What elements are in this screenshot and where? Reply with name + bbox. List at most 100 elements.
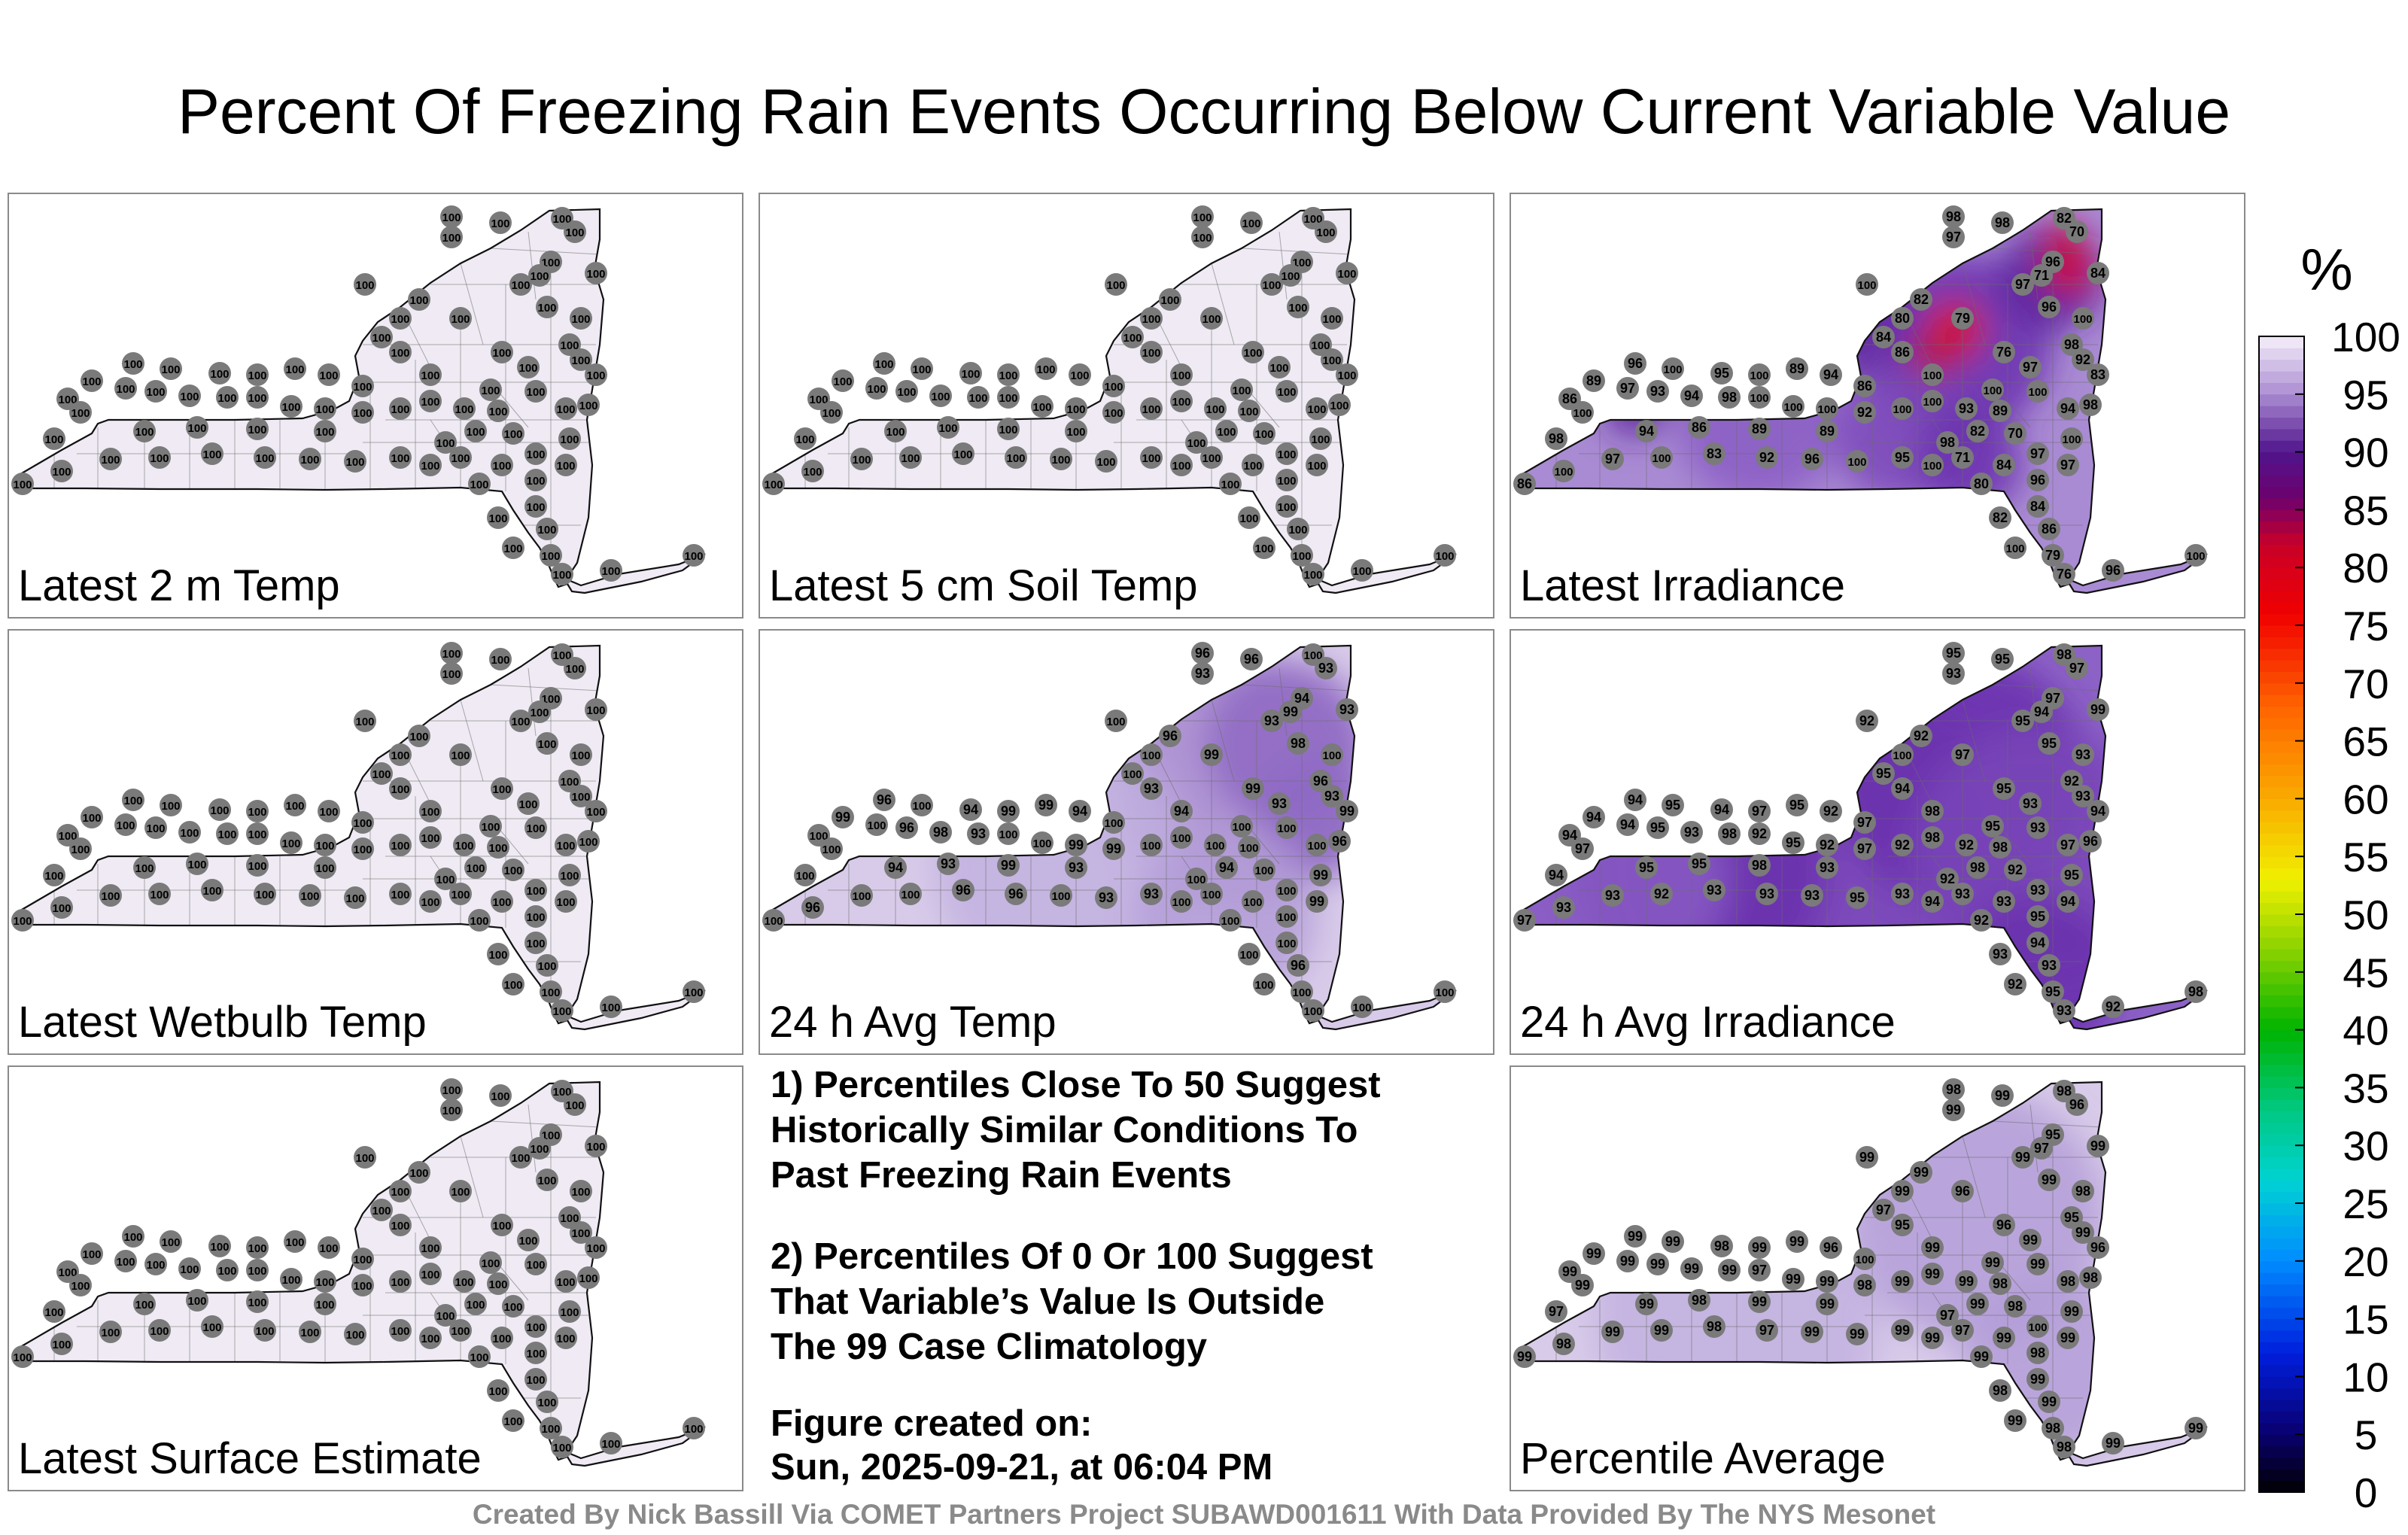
colorbar-band: [2259, 775, 2304, 788]
station-value: 100: [560, 1306, 579, 1319]
station-marker: [464, 420, 487, 442]
station-value: 100: [852, 890, 871, 903]
station-marker: [1650, 883, 1673, 905]
station-value: 71: [1955, 450, 1970, 465]
station-value: 100: [912, 800, 931, 813]
station-value: 98: [2030, 1345, 2045, 1360]
station-value: 100: [355, 279, 374, 292]
station-marker: [865, 377, 888, 400]
created-date: Sun, 2025-09-21, at 06:04 PM: [771, 1447, 1273, 1488]
station-marker: [389, 743, 412, 766]
station-value: 100: [421, 396, 439, 409]
station-value: 100: [492, 1220, 511, 1233]
station-marker: [1688, 416, 1710, 439]
station-marker: [99, 448, 122, 470]
station-marker: [555, 397, 577, 420]
station-value: 100: [579, 400, 597, 412]
colorbar-band: [2259, 1053, 2304, 1065]
panel-label: Latest Irradiance: [1520, 561, 1846, 610]
station-marker: [1710, 798, 1733, 821]
station-marker: [1853, 375, 1876, 397]
station-marker: [2087, 363, 2109, 386]
station-marker: [558, 427, 581, 450]
station-value: 100: [503, 1301, 522, 1314]
station-marker: [1680, 385, 1703, 407]
station-value: 94: [2060, 894, 2075, 909]
station-value: 98: [1993, 1383, 2008, 1398]
colorbar-band: [2259, 1180, 2304, 1193]
colorbar-band: [2259, 1434, 2304, 1447]
station-value: 100: [488, 406, 507, 418]
colorbar-band: [2259, 960, 2304, 973]
station-marker: [468, 1345, 491, 1368]
station-value: 100: [809, 830, 828, 843]
station-marker: [577, 394, 600, 416]
station-marker: [2038, 518, 2060, 540]
colorbar-band: [2259, 682, 2304, 695]
station-value: 99: [1575, 1278, 1590, 1293]
station-marker: [440, 1078, 463, 1101]
county-line: [1241, 248, 1351, 255]
stations: 95 95 989793929997959410092959498979595939…: [1513, 642, 2207, 1022]
station-value: 93: [1272, 796, 1287, 811]
station-marker: [440, 662, 463, 685]
station-marker: [449, 446, 472, 469]
colorbar-band: [2259, 971, 2304, 984]
colorbar-band: [2259, 868, 2304, 880]
station-value: 100: [101, 1327, 120, 1339]
station-value: 100: [481, 1257, 500, 1270]
station-marker: [354, 273, 376, 296]
station-value: 95: [1995, 652, 2010, 667]
station-value: 100: [586, 268, 605, 281]
station-value: 100: [217, 828, 236, 841]
station-marker: [2060, 427, 2083, 450]
station-marker: [1942, 642, 1965, 664]
station-value: 100: [1106, 279, 1125, 292]
station-value: 100: [530, 1143, 549, 1156]
station-value: 99: [1628, 1229, 1643, 1244]
station-value: 100: [82, 375, 101, 388]
station-value: 100: [1239, 406, 1258, 418]
station-value: 100: [1307, 460, 1326, 473]
station-marker: [1921, 390, 1944, 412]
station-value: 98: [2008, 1299, 2023, 1314]
station-marker: [122, 789, 144, 811]
station-marker: [2185, 544, 2207, 567]
station-value: 99: [1722, 1263, 1737, 1278]
station-value: 100: [319, 369, 338, 382]
station-marker: [959, 798, 982, 821]
station-value: 100: [1193, 232, 1212, 245]
county-line: [1211, 699, 1235, 782]
colorbar-tick-label: 5: [2355, 1412, 2378, 1458]
station-marker: [1955, 1270, 1978, 1293]
station-value: 82: [1970, 424, 1985, 439]
station-value: 94: [1684, 388, 1699, 403]
station-marker: [570, 348, 592, 371]
station-marker: [1240, 211, 1263, 234]
colorbar-band: [2259, 787, 2304, 799]
station-marker: [873, 789, 895, 811]
station-value: 100: [355, 1152, 374, 1165]
station-marker: [1200, 446, 1223, 469]
colorbar-tick-label: 90: [2343, 430, 2388, 476]
station-marker: [524, 380, 547, 403]
station-marker: [536, 1391, 558, 1413]
station-value: 94: [1174, 804, 1189, 819]
colorbar-band: [2259, 1469, 2304, 1482]
station-marker: [762, 909, 785, 932]
station-marker: [1140, 397, 1163, 420]
station-value: 94: [1586, 810, 1601, 825]
station-value: 96: [1008, 886, 1023, 901]
station-marker: [1336, 800, 1358, 822]
station-value: 97: [2034, 1141, 2049, 1156]
station-marker: [959, 362, 982, 385]
station-marker: [517, 1229, 540, 1251]
colorbar-band: [2259, 798, 2304, 811]
station-marker: [2057, 397, 2079, 420]
station-marker: [1571, 837, 1594, 860]
station-marker: [318, 363, 340, 386]
colorbar-band: [2259, 717, 2304, 730]
station-value: 100: [442, 211, 461, 224]
station-value: 100: [503, 979, 522, 992]
station-marker: [1279, 264, 1302, 287]
